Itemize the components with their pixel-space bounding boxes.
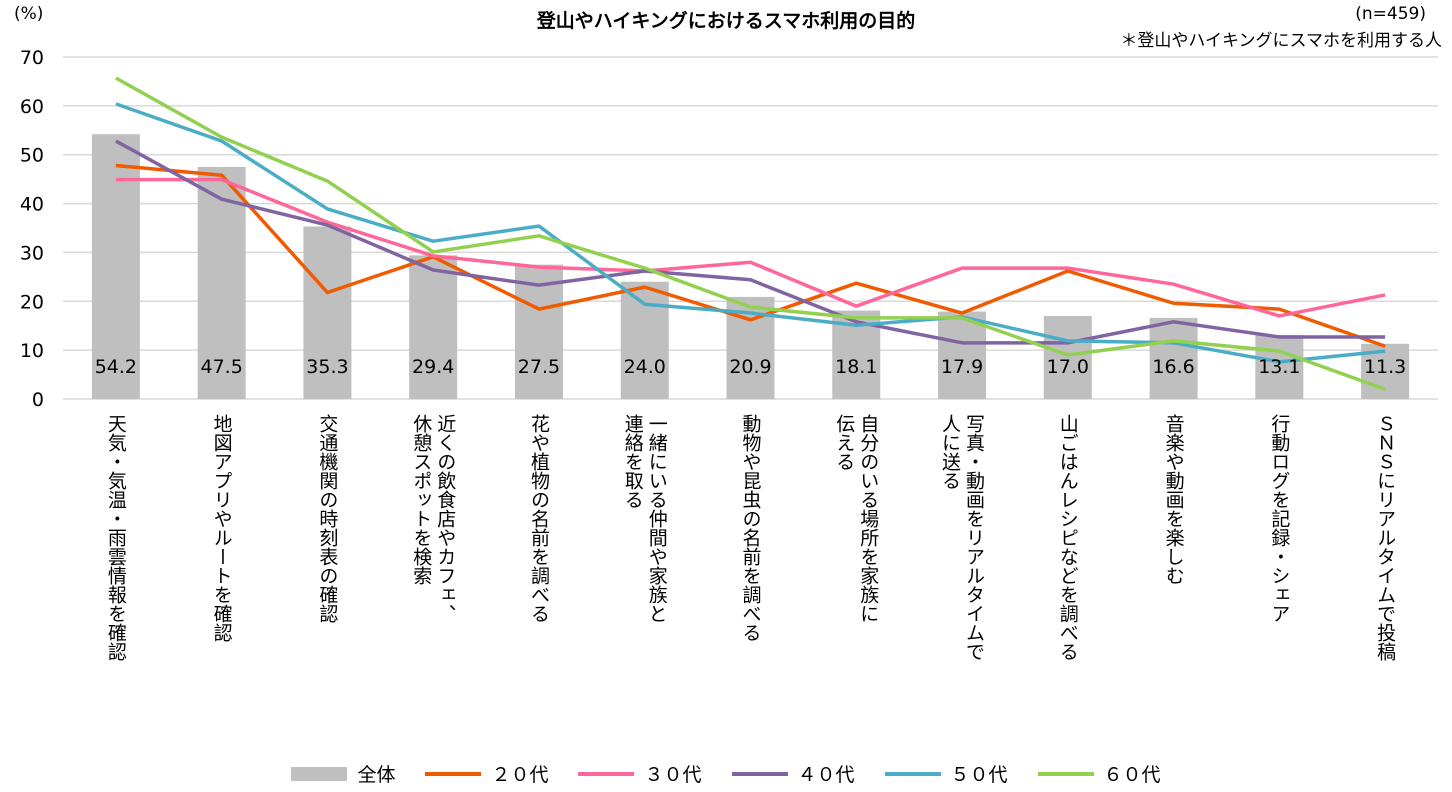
legend-item: 全体 [291, 760, 395, 787]
legend-label: 全体 [357, 764, 396, 786]
y-tick-label: 10 [20, 340, 44, 362]
x-tick-label: 一緒にいる仲間や家族と 連絡を取る [621, 414, 668, 623]
legend-swatch [884, 771, 941, 776]
legend-swatch [291, 766, 348, 781]
bar-data-label: 17.0 [1047, 356, 1089, 378]
bar-data-label: 13.1 [1258, 356, 1300, 378]
line-series-50s [115, 102, 1386, 364]
bar-data-label: 24.0 [624, 356, 666, 378]
bar-data-label: 29.4 [412, 356, 454, 378]
x-tick-label: 近くの飲食店やカフェ、 休憩スポットを検索 [410, 414, 457, 623]
bar [303, 226, 352, 399]
line-series-30s [115, 177, 1386, 318]
y-tick-label: 40 [20, 194, 44, 216]
legend-swatch [1037, 771, 1094, 776]
x-tick-label: 山ごはんレシピなどを調べる [1056, 414, 1079, 661]
y-tick-label: 50 [20, 145, 44, 167]
line-series-20s [115, 163, 1386, 348]
y-tick-label: 30 [20, 242, 44, 264]
x-tick-label: 天気・気温・雨雲情報を確認 [104, 414, 127, 661]
legend-item: ２０代 [425, 760, 548, 787]
bar-data-label: 18.1 [835, 356, 877, 378]
legend-swatch [578, 771, 635, 776]
bar-data-label: 27.5 [518, 356, 560, 378]
x-tick-label: ＳＮＳにリアルタイムで投稿 [1374, 414, 1397, 661]
y-tick-label: 70 [20, 47, 44, 69]
legend-item: ３０代 [578, 760, 702, 787]
legend-label: ５０代 [950, 764, 1008, 786]
x-tick-label: 地図アプリやルートを確認 [210, 414, 233, 642]
bar [1043, 315, 1092, 399]
y-tick-label: 60 [20, 96, 44, 118]
bar [620, 281, 669, 399]
legend-item: ６０代 [1037, 760, 1161, 787]
line-series-40s [115, 139, 1386, 345]
bar [1255, 334, 1304, 399]
bar [1149, 317, 1198, 399]
x-tick-label: 写真・動画をリアルタイムで 人に送る [939, 414, 986, 661]
x-tick-label: 交通機関の時刻表の確認 [316, 414, 339, 623]
y-unit-label: (%) [14, 4, 44, 24]
sample-size: (n=459) [1355, 4, 1426, 24]
bar [514, 264, 563, 399]
footnote: ＊登山やハイキングにスマホを利用する人 [1120, 31, 1442, 51]
bar-data-label: 20.9 [729, 356, 771, 378]
line-series-60s [115, 76, 1386, 391]
bar [409, 255, 458, 399]
bar [938, 311, 987, 399]
legend-swatch [731, 771, 788, 776]
bar-data-label: 16.6 [1152, 356, 1194, 378]
x-tick-label: 行動ログを記録・シェア [1268, 414, 1291, 623]
legend-label: ６０代 [1103, 764, 1161, 786]
y-tick-label: 20 [20, 291, 44, 313]
x-tick-label: 花や植物の名前を調べる [527, 414, 550, 623]
legend-label: ３０代 [644, 764, 702, 786]
x-tick-label: 自分のいる場所を家族に 伝える [833, 414, 880, 623]
bar-data-label: 35.3 [306, 356, 348, 378]
legend-label: ４０代 [797, 764, 855, 786]
y-tick-label: 0 [32, 389, 44, 411]
legend-label: ２０代 [491, 764, 549, 786]
legend-swatch [425, 771, 482, 776]
bar-data-label: 47.5 [200, 356, 242, 378]
bar [197, 166, 246, 399]
bar-data-label: 11.3 [1364, 356, 1406, 378]
x-tick-label: 音楽や動画を楽しむ [1162, 414, 1185, 585]
chart-title: 登山やハイキングにおけるスマホ利用の目的 [536, 10, 916, 32]
legend: 全体 ２０代 ３０代 ４０代 ５０代 ６０代 [0, 760, 1452, 787]
bar-data-label: 54.2 [95, 356, 137, 378]
x-tick-label: 動物や昆虫の名前を調べる [739, 414, 762, 642]
legend-item: ４０代 [731, 760, 855, 787]
bar-data-label: 17.9 [941, 356, 983, 378]
legend-item: ５０代 [884, 760, 1008, 787]
